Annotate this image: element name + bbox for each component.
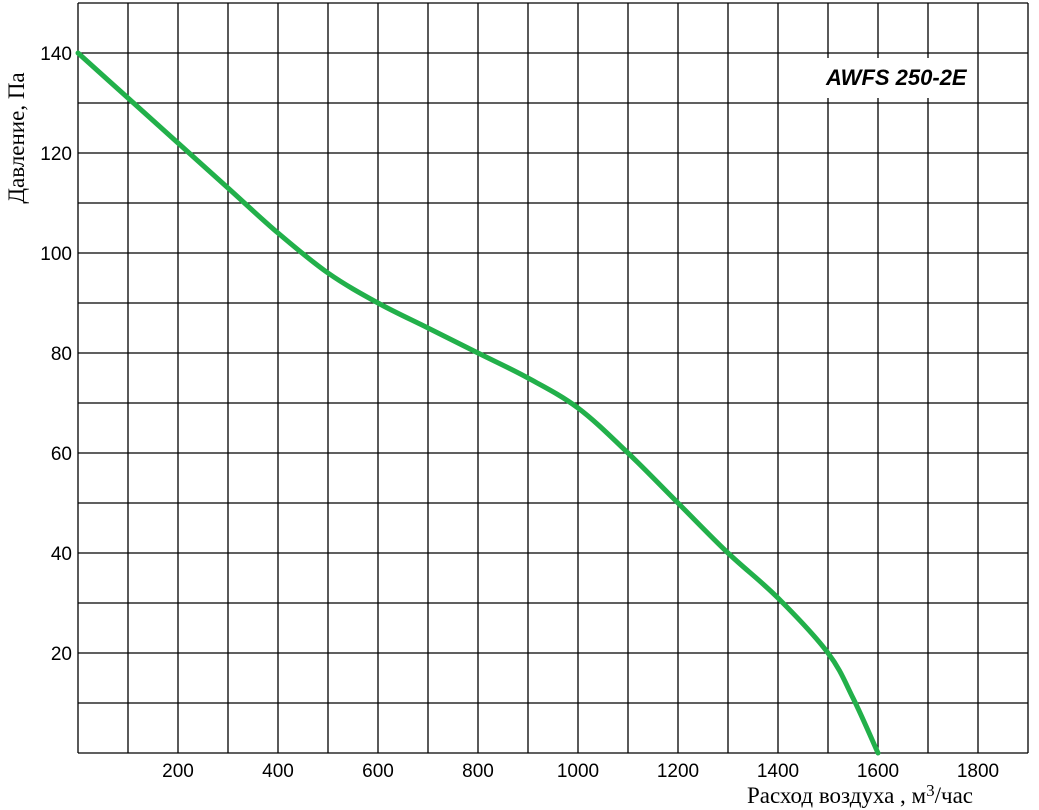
x-tick-label: 1400 bbox=[757, 761, 799, 782]
grid bbox=[77, 2, 1029, 754]
y-tick-label: 20 bbox=[51, 644, 72, 665]
y-axis-title: Давление, Па bbox=[4, 72, 29, 203]
x-tick-label: 1800 bbox=[957, 761, 999, 782]
x-axis-title-tail: /час bbox=[935, 783, 973, 808]
x-tick-label: 800 bbox=[462, 761, 494, 782]
x-tick-label: 1200 bbox=[657, 761, 699, 782]
y-tick-label: 80 bbox=[51, 344, 72, 365]
x-tick-label: 400 bbox=[262, 761, 294, 782]
x-axis-title-superscript: 3 bbox=[926, 781, 935, 800]
model-badge: AWFS 250-2E bbox=[820, 58, 976, 98]
x-tick-label: 200 bbox=[162, 761, 194, 782]
y-tick-label: 140 bbox=[40, 44, 72, 65]
series-layer bbox=[75, 50, 881, 756]
model-badge-label: AWFS 250-2E bbox=[825, 65, 968, 90]
x-tick-labels: 200 400 600 800 1000 1200 1400 1600 1800 bbox=[162, 761, 999, 782]
x-tick-label: 1600 bbox=[857, 761, 899, 782]
y-tick-label: 60 bbox=[51, 444, 72, 465]
y-tick-labels: 20 40 60 80 100 120 140 bbox=[40, 44, 72, 665]
model-badge-background bbox=[820, 58, 976, 98]
x-axis-title-main: Расход воздуха , м bbox=[747, 783, 927, 808]
x-tick-label: 1000 bbox=[557, 761, 599, 782]
y-tick-label: 40 bbox=[51, 544, 72, 565]
x-axis-title: Расход воздуха , м3/час bbox=[747, 781, 973, 808]
pressure-curve bbox=[75, 50, 881, 756]
y-tick-label: 120 bbox=[40, 144, 72, 165]
x-tick-label: 600 bbox=[362, 761, 394, 782]
y-tick-label: 100 bbox=[40, 244, 72, 265]
